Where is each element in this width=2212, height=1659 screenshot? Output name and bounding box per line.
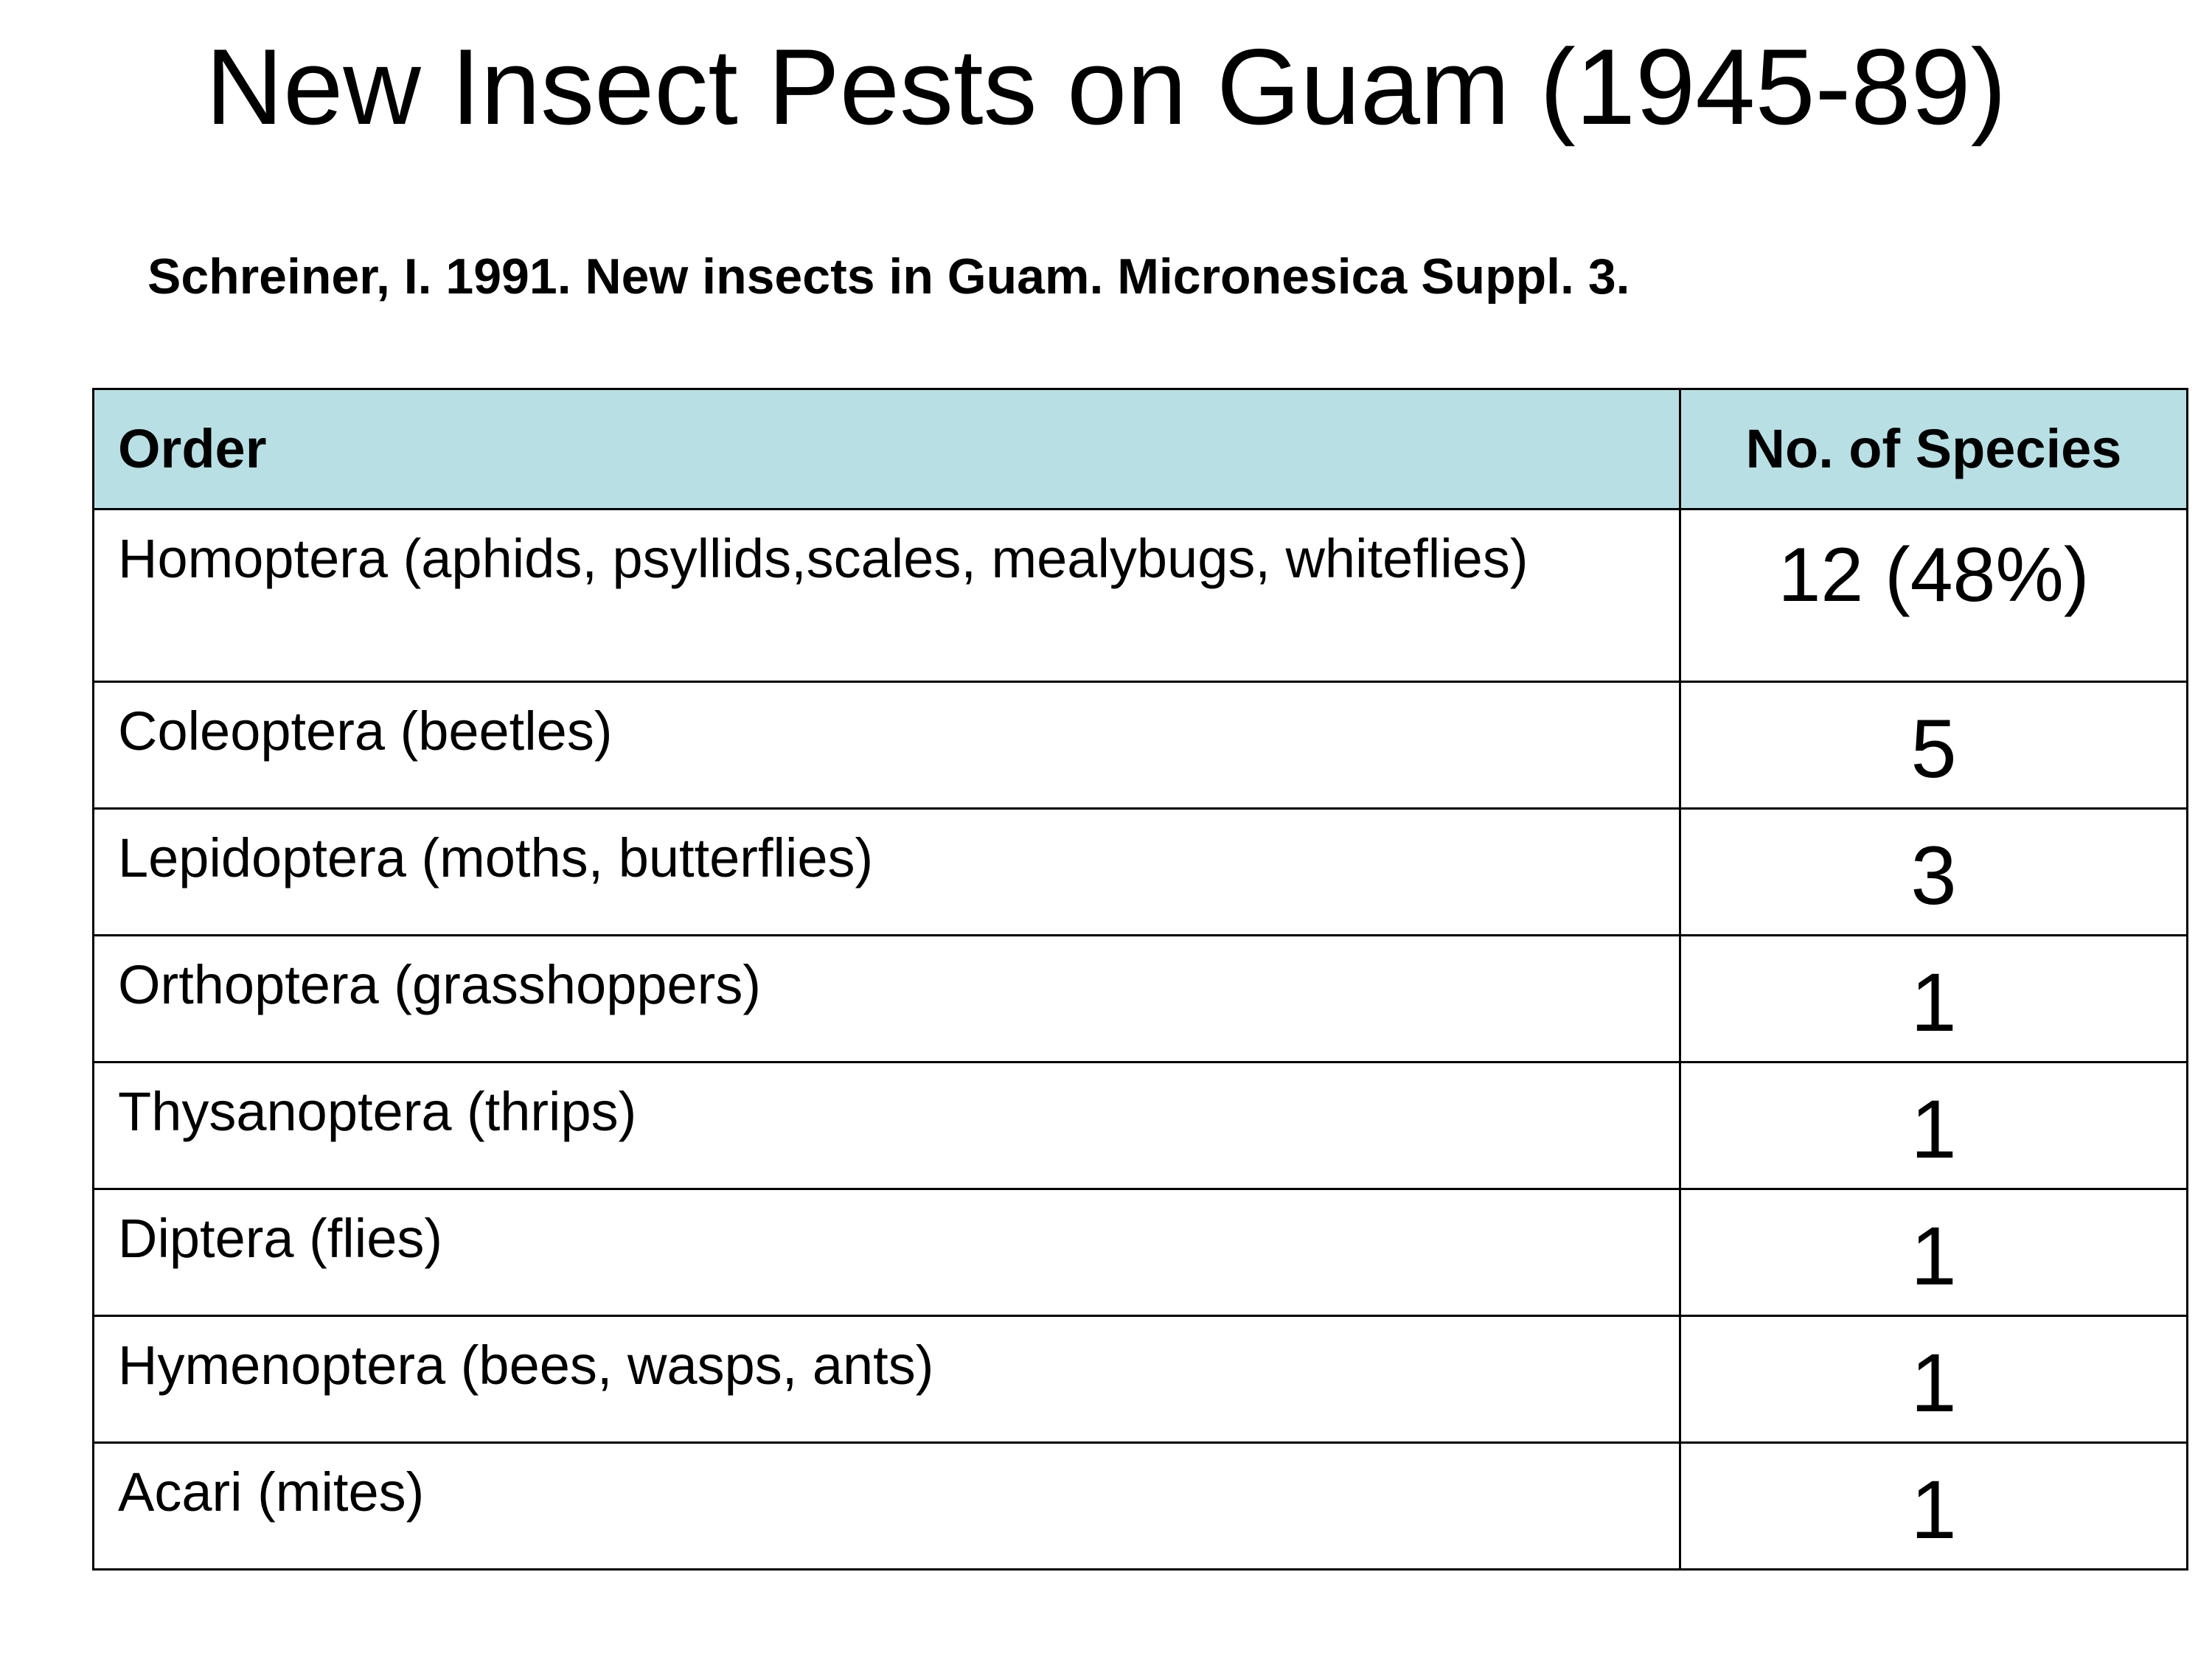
species-count-cell: 1 [1679, 1441, 2188, 1571]
insect-orders-table: Order No. of Species Homoptera (aphids, … [92, 388, 2188, 1571]
order-cell: Acari (mites) [92, 1441, 1681, 1571]
citation: Schreiner, I. 1991. New insects in Guam.… [147, 248, 1630, 305]
table-row: Thysanoptera (thrips) 1 [92, 1061, 2188, 1190]
species-count-cell: 1 [1679, 1061, 2188, 1190]
column-header-species-count: No. of Species [1679, 388, 2188, 510]
species-count-cell: 1 [1679, 1315, 2188, 1444]
table-row: Homoptera (aphids, psyllids,scales, meal… [92, 508, 2188, 683]
table-row: Lepidoptera (moths, butterflies) 3 [92, 807, 2188, 936]
table-row: Orthoptera (grasshoppers) 1 [92, 934, 2188, 1063]
order-cell: Hymenoptera (bees, wasps, ants) [92, 1315, 1681, 1444]
species-count-cell: 1 [1679, 1188, 2188, 1317]
slide-title: New Insect Pests on Guam (1945-89) [205, 27, 2007, 147]
table-row: Coleoptera (beetles) 5 [92, 681, 2188, 810]
column-header-order: Order [92, 388, 1681, 510]
order-cell: Diptera (flies) [92, 1188, 1681, 1317]
table-row: Hymenoptera (bees, wasps, ants) 1 [92, 1315, 2188, 1444]
table-header-row: Order No. of Species [92, 388, 2188, 510]
order-cell: Homoptera (aphids, psyllids,scales, meal… [92, 508, 1681, 683]
species-count-cell: 5 [1679, 681, 2188, 810]
order-cell: Lepidoptera (moths, butterflies) [92, 807, 1681, 936]
species-count-cell: 12 (48%) [1679, 508, 2188, 683]
order-cell: Coleoptera (beetles) [92, 681, 1681, 810]
table-row: Diptera (flies) 1 [92, 1188, 2188, 1317]
table-row: Acari (mites) 1 [92, 1441, 2188, 1571]
order-cell: Orthoptera (grasshoppers) [92, 934, 1681, 1063]
species-count-cell: 3 [1679, 807, 2188, 936]
species-count-cell: 1 [1679, 934, 2188, 1063]
order-cell: Thysanoptera (thrips) [92, 1061, 1681, 1190]
